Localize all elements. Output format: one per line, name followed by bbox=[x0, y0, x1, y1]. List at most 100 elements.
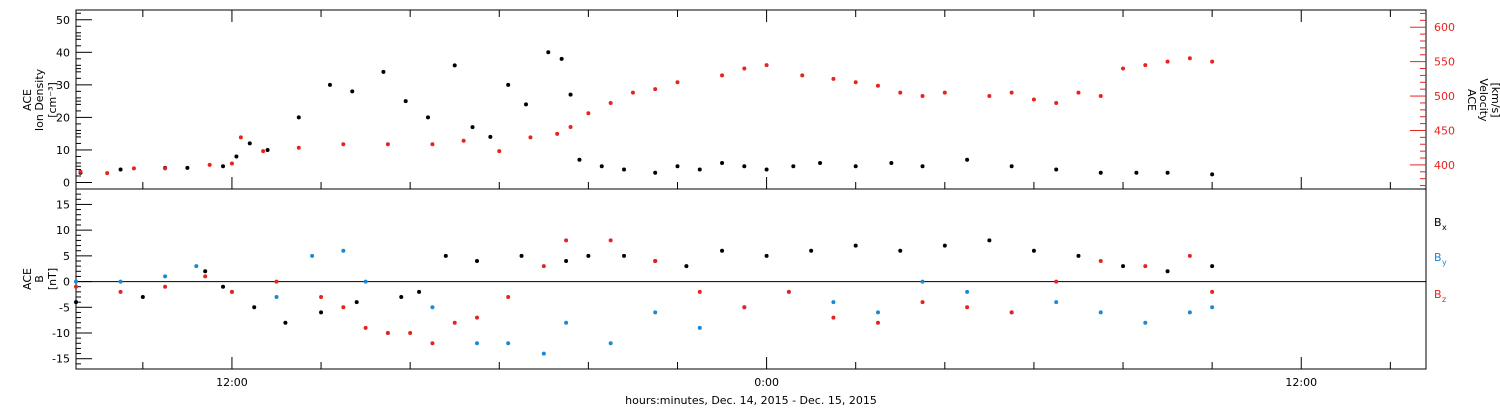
by-point bbox=[831, 300, 836, 305]
by-point bbox=[608, 341, 613, 346]
velocity-axis-label: ACE Velocity [km/s] bbox=[1465, 78, 1500, 122]
ion-density-point bbox=[622, 167, 627, 172]
by-point bbox=[474, 341, 479, 346]
svg-text:Velocity: Velocity bbox=[1477, 78, 1490, 122]
ion-density-point bbox=[470, 125, 475, 130]
ion-density-point bbox=[889, 160, 894, 165]
ion-density-point bbox=[653, 170, 658, 175]
bx-point bbox=[1210, 264, 1215, 269]
legend-by-sub: y bbox=[1442, 258, 1447, 267]
ion-density-point bbox=[185, 165, 190, 170]
ion-density-point bbox=[327, 82, 332, 87]
bz-point bbox=[474, 315, 479, 320]
ion-density-point bbox=[965, 157, 970, 162]
svg-text:ACE: ACE bbox=[1465, 89, 1478, 111]
density-tick-label: 10 bbox=[56, 144, 70, 157]
bx-point bbox=[443, 253, 448, 258]
ion-density-point bbox=[559, 56, 564, 61]
b-tick-label: -15 bbox=[52, 353, 70, 366]
bz-point bbox=[831, 315, 836, 320]
ion-density-point bbox=[1134, 170, 1139, 175]
svg-text:[nT]: [nT] bbox=[46, 268, 59, 290]
b-tick-label: -5 bbox=[59, 301, 70, 314]
velocity-point bbox=[630, 90, 635, 95]
velocity-point bbox=[497, 149, 502, 154]
bx-point bbox=[809, 248, 814, 253]
by-point bbox=[274, 295, 279, 299]
velocity-point bbox=[1031, 97, 1036, 102]
bx-point bbox=[684, 264, 689, 269]
b-tick-label: 0 bbox=[63, 276, 70, 289]
bz-point bbox=[541, 264, 546, 269]
velocity-point bbox=[568, 125, 573, 130]
density-tick-label: 20 bbox=[56, 111, 70, 124]
velocity-point bbox=[163, 166, 168, 171]
ion-density-point bbox=[488, 134, 493, 139]
bx-point bbox=[1031, 248, 1036, 253]
velocity-point bbox=[430, 142, 435, 147]
bx-point bbox=[417, 289, 422, 294]
x-tick-label: 0:00 bbox=[754, 376, 779, 389]
velocity-point bbox=[608, 100, 613, 105]
x-tick-label: 12:00 bbox=[216, 376, 248, 389]
velocity-point bbox=[586, 111, 591, 116]
by-point bbox=[1143, 320, 1148, 325]
velocity-point bbox=[742, 66, 747, 71]
bz-point bbox=[920, 300, 925, 305]
bx-point bbox=[1076, 253, 1081, 258]
bz-point bbox=[1009, 310, 1014, 315]
by-point bbox=[1187, 310, 1192, 315]
bz-point bbox=[118, 289, 123, 294]
velocity-point bbox=[675, 80, 680, 85]
by-point bbox=[118, 279, 123, 284]
bz-point bbox=[452, 320, 457, 325]
bz-point bbox=[786, 289, 791, 294]
ion-density-point bbox=[350, 89, 355, 94]
x-tick-label: 12:00 bbox=[1285, 376, 1317, 389]
velocity-point bbox=[898, 90, 903, 95]
velocity-point bbox=[1143, 63, 1148, 68]
by-point bbox=[310, 253, 315, 258]
by-point bbox=[564, 320, 569, 325]
ion-density-point bbox=[675, 164, 680, 169]
by-point bbox=[506, 341, 511, 346]
ion-density-point bbox=[1054, 167, 1059, 172]
svg-text:Ion Density: Ion Density bbox=[33, 68, 46, 131]
bz-point bbox=[965, 305, 970, 310]
bz-point bbox=[430, 341, 435, 346]
velocity-point bbox=[78, 169, 83, 174]
ion-density-point bbox=[221, 164, 226, 169]
by-point bbox=[541, 351, 546, 356]
bx-point bbox=[354, 300, 359, 305]
bx-point bbox=[140, 295, 145, 299]
velocity-point bbox=[1187, 56, 1192, 61]
velocity-point bbox=[1098, 94, 1103, 99]
ion-density-point bbox=[381, 69, 386, 74]
bx-point bbox=[853, 243, 858, 248]
velocity-tick-label: 550 bbox=[1434, 56, 1455, 69]
bx-point bbox=[1121, 264, 1126, 269]
velocity-point bbox=[229, 161, 234, 166]
ion-density-point bbox=[818, 160, 823, 165]
bx-point bbox=[564, 259, 569, 263]
velocity-point bbox=[853, 80, 858, 85]
density-tick-label: 0 bbox=[63, 176, 70, 189]
ion-density-point bbox=[764, 167, 769, 172]
by-point bbox=[194, 264, 199, 269]
bx-point bbox=[252, 305, 257, 310]
bz-point bbox=[74, 284, 78, 289]
velocity-point bbox=[238, 135, 243, 140]
ion-density-point bbox=[568, 92, 573, 97]
velocity-point bbox=[1210, 59, 1215, 64]
legend-bz: B bbox=[1434, 288, 1442, 301]
bz-point bbox=[1054, 279, 1059, 284]
bottom-panel-frame bbox=[75, 188, 1427, 370]
velocity-tick-label: 400 bbox=[1434, 159, 1455, 172]
by-point bbox=[875, 310, 880, 315]
x-axis-label: hours:minutes, Dec. 14, 2015 - Dec. 15, … bbox=[625, 394, 877, 407]
bx-point bbox=[622, 253, 627, 258]
velocity-point bbox=[385, 142, 390, 147]
ion-density-point bbox=[1210, 172, 1215, 177]
ion-density-point bbox=[506, 82, 511, 87]
